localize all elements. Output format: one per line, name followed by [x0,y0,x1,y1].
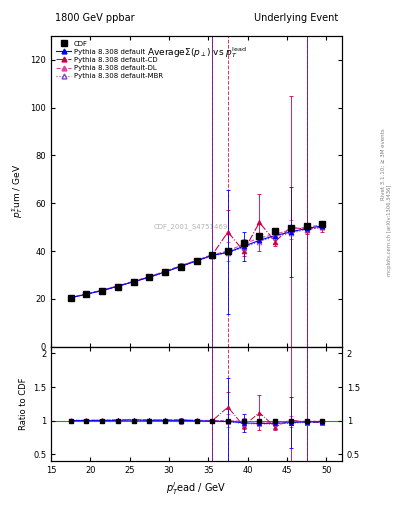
Text: Rivet 3.1.10; ≥ 3M events: Rivet 3.1.10; ≥ 3M events [381,128,386,200]
Text: mcplots.cern.ch [arXiv:1306.3436]: mcplots.cern.ch [arXiv:1306.3436] [387,185,391,276]
Text: CDF_2001_S4751469: CDF_2001_S4751469 [154,224,228,230]
X-axis label: $p_T^{l}$ead / GeV: $p_T^{l}$ead / GeV [166,480,227,497]
Y-axis label: Ratio to CDF: Ratio to CDF [18,377,28,430]
Legend: CDF, Pythia 8.308 default, Pythia 8.308 default-CD, Pythia 8.308 default-DL, Pyt: CDF, Pythia 8.308 default, Pythia 8.308 … [55,39,165,80]
Text: 1800 GeV ppbar: 1800 GeV ppbar [55,13,135,23]
Text: Underlying Event: Underlying Event [254,13,338,23]
Text: Average$\Sigma$($p_\perp$) vs $p_T^{\rm lead}$: Average$\Sigma$($p_\perp$) vs $p_T^{\rm … [147,45,246,60]
Y-axis label: $p_T^{\Sigma}$um / GeV: $p_T^{\Sigma}$um / GeV [10,164,25,219]
